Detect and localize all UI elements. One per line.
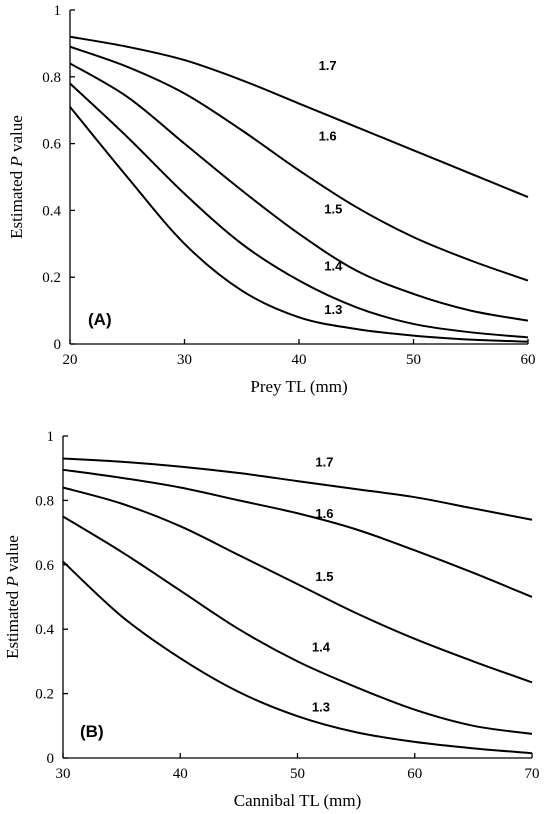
y-tick-label: 1 — [54, 3, 62, 19]
curve-1-4 — [69, 82, 529, 339]
y-axis-title-suffix: value — [7, 115, 26, 156]
curve-1-5 — [62, 486, 533, 684]
curve-label: 1.3 — [324, 302, 342, 317]
y-tick-label: 1 — [47, 429, 55, 445]
y-tick-label: 0 — [54, 337, 62, 353]
y-axis-title: Estimated P value — [3, 535, 22, 659]
curve-1-7 — [69, 35, 529, 198]
x-tick-label: 50 — [406, 352, 421, 368]
panel-label: (A) — [88, 310, 112, 329]
y-tick-label: 0.6 — [42, 137, 61, 153]
y-tick-label: 0.2 — [35, 687, 54, 703]
y-axis-title-prefix: Estimated — [7, 167, 26, 239]
curve-label: 1.7 — [315, 455, 333, 470]
curve-1-6 — [69, 45, 529, 282]
y-tick-label: 0.4 — [35, 622, 54, 638]
x-tick-label: 60 — [521, 352, 536, 368]
curve-1-7 — [62, 457, 533, 521]
x-axis-title: Cannibal TL (mm) — [234, 791, 361, 810]
curve-1-5 — [69, 62, 529, 322]
x-tick-label: 20 — [63, 352, 78, 368]
y-tick-label: 0.4 — [42, 203, 61, 219]
curve-label: 1.4 — [312, 640, 331, 655]
y-tick-label: 0 — [47, 751, 55, 767]
x-tick-label: 60 — [407, 766, 422, 782]
x-tick-label: 40 — [292, 352, 307, 368]
y-axis-title-prefix: Estimated — [3, 587, 22, 659]
panel-b: 0 0.2 0.4 0.6 0.8 1 30 40 50 60 70 Cannibal TL (mm)… — [3, 429, 540, 810]
curve-label: 1.4 — [324, 259, 343, 274]
curve-label: 1.7 — [319, 58, 337, 73]
curve-1-4 — [62, 515, 533, 735]
x-tick-label: 70 — [525, 766, 540, 782]
x-tick-label: 40 — [173, 766, 188, 782]
y-axis-title-italic: P — [3, 576, 22, 587]
y-tick-label: 0.8 — [35, 493, 54, 509]
x-tick-label: 30 — [56, 766, 71, 782]
curve-label: 1.3 — [312, 699, 330, 714]
y-axis-title: Estimated P value — [7, 115, 26, 239]
y-axis-title-suffix: value — [3, 535, 22, 576]
curve-label: 1.6 — [315, 506, 333, 521]
y-tick-label: 0.2 — [42, 270, 61, 286]
curve-label: 1.5 — [315, 569, 333, 584]
curve-label: 1.5 — [324, 202, 342, 217]
x-axis-title: Prey TL (mm) — [250, 377, 347, 396]
y-tick-label: 0.6 — [35, 558, 54, 574]
panel-a: 0 0.2 0.4 0.6 0.8 1 20 30 40 50 60 Prey TL (mm) Esti… — [7, 3, 536, 396]
curve-1-6 — [62, 468, 533, 598]
x-tick-label: 50 — [290, 766, 305, 782]
curve-1-3 — [69, 106, 529, 343]
y-axis-title-italic: P — [7, 156, 26, 167]
y-tick-label: 0.8 — [42, 70, 61, 86]
curve-label: 1.6 — [319, 128, 337, 143]
curve-1-3 — [62, 560, 533, 755]
panel-label: (B) — [80, 722, 104, 741]
x-tick-label: 30 — [177, 352, 192, 368]
